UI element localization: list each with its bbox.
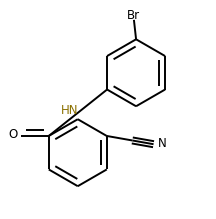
Text: HN: HN bbox=[60, 104, 78, 117]
Text: N: N bbox=[157, 137, 166, 150]
Text: O: O bbox=[8, 128, 18, 141]
Text: Br: Br bbox=[127, 9, 140, 22]
